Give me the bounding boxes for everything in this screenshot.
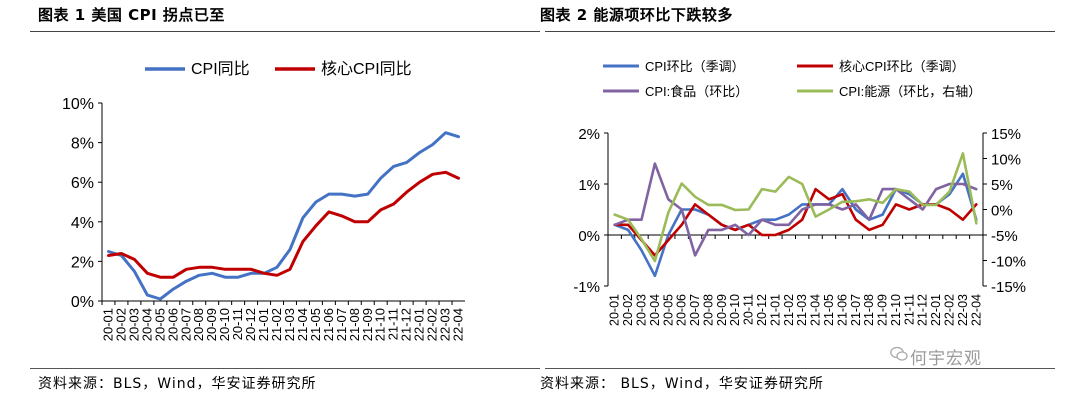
x-tick-label: 22-03 (956, 294, 970, 326)
cpi-yoy-chart: 0%2%4%6%8%10%20-0120-0220-0320-0420-0520… (62, 60, 466, 341)
x-tick-label: 21-03 (795, 294, 809, 326)
y-tick-label: 10% (62, 96, 94, 113)
legend-label: CPI环比（季调） (645, 59, 745, 74)
right-chart-title: 图表 2 能源项环比下跌较多 (540, 6, 733, 24)
x-tick-label: 20-05 (661, 294, 675, 326)
y-tick-label: 4% (71, 215, 94, 232)
x-tick-label: 21-05 (822, 294, 836, 326)
x-tick-label: 20-01 (608, 294, 622, 326)
legend-label: 核心CPI同比 (321, 60, 412, 78)
x-tick-label: 20-06 (165, 308, 180, 341)
y-tick-label: 0% (578, 228, 600, 245)
left-title-rule (30, 31, 540, 32)
x-tick-label: 21-09 (360, 308, 375, 341)
x-tick-label: 21-06 (835, 294, 849, 326)
legend-label: 核心CPI环比（季调） (839, 59, 965, 74)
y2-tick-label: 15% (991, 126, 1021, 143)
y2-tick-label: 0% (991, 203, 1013, 220)
cpi-mom-chart: -1% 0% 1% 2% -15% -10% -5% 0% 5% 10% 15% 20-01 20-02… (573, 59, 1026, 326)
y-tick-label: 2% (71, 254, 94, 271)
x-tick-label: 21-07 (334, 308, 349, 341)
x-tick-label: 22-02 (425, 308, 440, 341)
x-tick-label: 20-04 (139, 308, 154, 341)
x-tick-label: 21-05 (308, 308, 323, 341)
x-tick-label: 20-11 (742, 294, 756, 325)
x-tick-label: 21-12 (399, 308, 414, 341)
x-tick-label: 22-04 (451, 308, 466, 341)
x-tick-label: 21-11 (902, 294, 916, 325)
x-tick-label: 20-08 (191, 308, 206, 341)
x-tick-label: 21-08 (862, 294, 876, 326)
series-line (107, 170, 460, 279)
x-tick-label: 20-05 (152, 308, 167, 341)
y-tick-label: 2% (578, 126, 600, 143)
x-tick-label: 20-07 (688, 294, 702, 326)
watermark: 何宇宏观 (910, 349, 982, 369)
y-tick-label: -1% (573, 279, 600, 296)
series-line (613, 162, 978, 257)
x-tick-label: 20-10 (728, 294, 742, 326)
y-tick-label: 0% (71, 294, 94, 311)
y-tick-label: 1% (578, 177, 600, 194)
series-line (613, 152, 978, 263)
legend-label: CPI同比 (191, 60, 250, 78)
y-tick-label: 8% (71, 136, 94, 153)
x-tick-label: 21-12 (916, 294, 930, 326)
x-tick-label: 20-11 (230, 308, 245, 340)
x-tick-label: 20-09 (715, 294, 729, 326)
x-tick-label: 21-01 (768, 294, 782, 326)
x-tick-label: 20-02 (113, 308, 128, 341)
y2-tick-label: 5% (991, 177, 1013, 194)
x-tick-label: 21-02 (782, 294, 796, 326)
x-tick-label: 20-04 (648, 294, 662, 326)
x-tick-label: 22-01 (412, 308, 427, 341)
left-source-rule (30, 368, 540, 369)
y2-tick-label: -10% (991, 254, 1026, 271)
x-tick-label: 21-04 (809, 294, 823, 326)
legend-label: CPI:能源（环比，右轴） (839, 84, 981, 99)
x-tick-label: 21-02 (269, 308, 284, 341)
y2-tick-label: -5% (991, 228, 1018, 245)
wechat-icon (890, 346, 908, 361)
right-source-rule (545, 368, 1055, 369)
x-tick-label: 21-09 (876, 294, 890, 326)
left-source-note: 资料来源：BLS，Wind，华安证券研究所 (38, 376, 317, 392)
y2-tick-label: -15% (991, 279, 1026, 296)
x-tick-label: 22-04 (969, 294, 983, 326)
x-tick-label: 21-01 (256, 308, 271, 341)
x-tick-label: 20-09 (204, 308, 219, 341)
y2-tick-label: 10% (991, 152, 1021, 169)
right-source-note: 资料来源： BLS，Wind，华安证券研究所 (540, 376, 824, 392)
x-tick-label: 21-10 (373, 308, 388, 341)
x-tick-label: 20-03 (634, 294, 648, 326)
x-tick-label: 22-01 (929, 294, 943, 326)
x-tick-label: 20-10 (217, 308, 232, 341)
x-tick-label: 21-08 (347, 308, 362, 341)
x-tick-label: 22-02 (943, 294, 957, 326)
x-tick-label: 20-08 (701, 294, 715, 326)
y-tick-label: 6% (71, 175, 94, 192)
x-tick-label: 22-03 (438, 308, 453, 341)
x-tick-label: 20-07 (178, 308, 193, 341)
left-chart-title: 图表 1 美国 CPI 拐点已至 (38, 6, 225, 24)
x-tick-label: 20-03 (126, 308, 141, 341)
x-tick-label: 21-07 (849, 294, 863, 326)
series-line (107, 131, 460, 301)
x-tick-label: 21-10 (889, 294, 903, 326)
series-line (613, 187, 978, 257)
x-tick-label: 21-11 (386, 308, 401, 340)
x-tick-label: 21-03 (282, 308, 297, 341)
x-tick-label: 20-06 (675, 294, 689, 326)
legend-label: CPI:食品（环比） (645, 84, 748, 99)
x-tick-label: 21-04 (295, 308, 310, 341)
right-title-rule (545, 31, 1055, 32)
x-tick-label: 20-12 (755, 294, 769, 326)
x-tick-label: 20-12 (243, 308, 258, 341)
x-tick-label: 21-06 (321, 308, 336, 341)
x-tick-label: 20-01 (100, 308, 115, 341)
x-tick-label: 20-02 (621, 294, 635, 326)
